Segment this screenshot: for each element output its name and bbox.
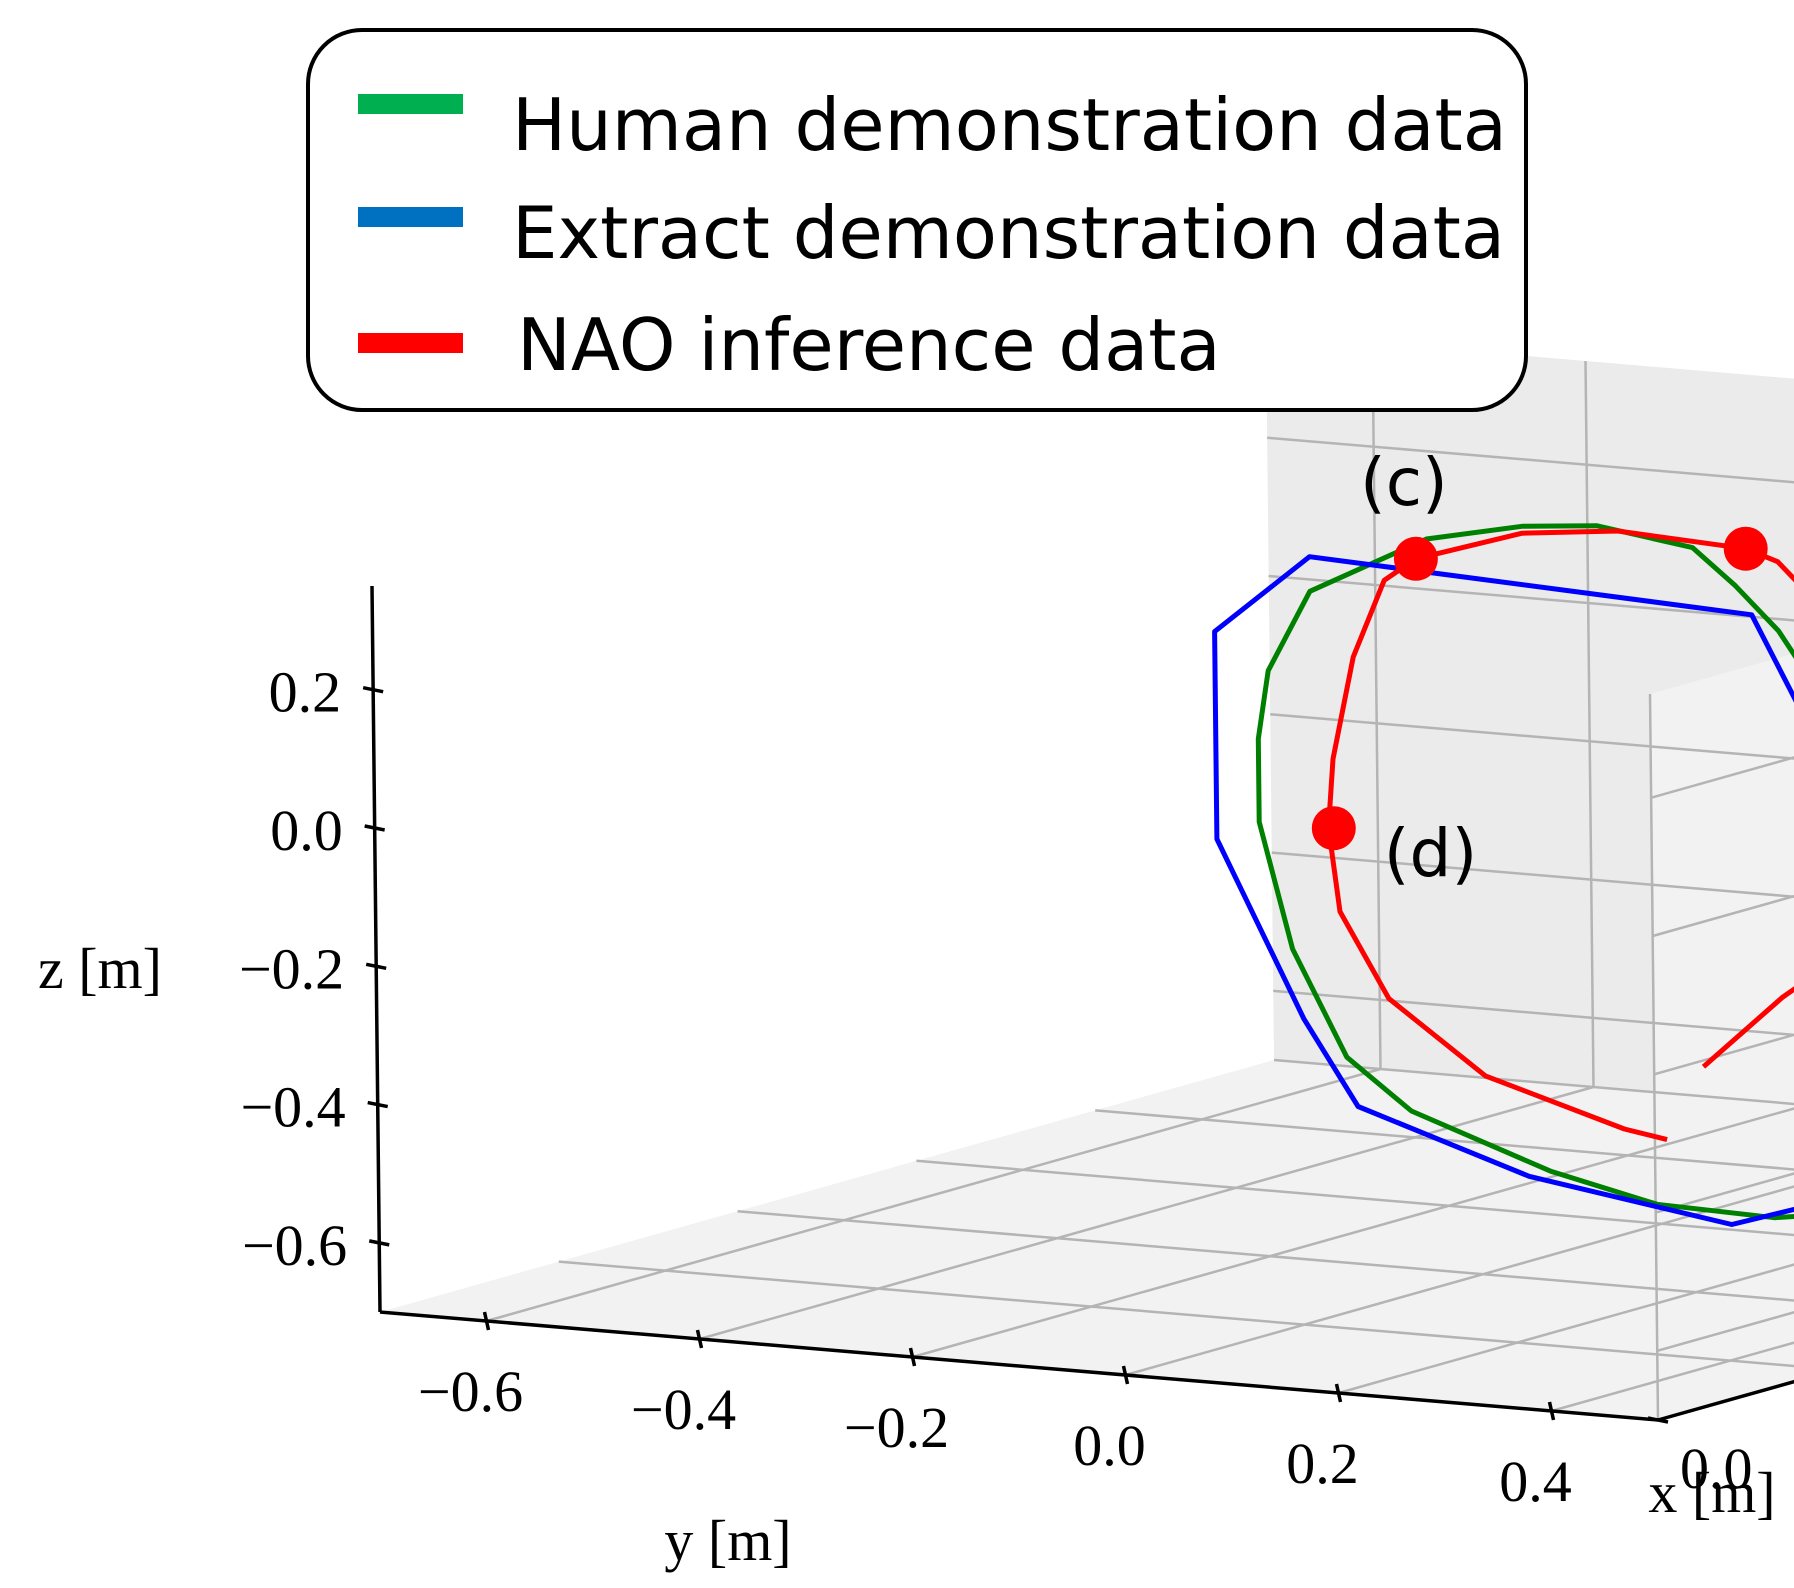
z-axis-line: [370, 585, 382, 1313]
y-tick: [695, 1329, 704, 1349]
z-tick: [364, 824, 386, 832]
marker-label-d: (d): [1384, 815, 1477, 892]
legend-frame: [306, 28, 1528, 412]
grid-line-floor-y: [1338, 1263, 1794, 1395]
marker-point-b: [1723, 526, 1768, 571]
y-tick: [908, 1347, 917, 1367]
z-tick-label: 0.2: [269, 660, 342, 725]
z-tick: [365, 962, 387, 971]
legend-label-human: Human demonstration data: [512, 83, 1507, 167]
y-axis-title: y [m]: [664, 1508, 791, 1573]
grid-line-side-x: [1648, 693, 1660, 1421]
grid-line-floor-y: [699, 1085, 1594, 1341]
z-axis-title: z [m]: [38, 936, 162, 1001]
z-tick-label: −0.2: [239, 936, 344, 1001]
marker-point-c: [1393, 536, 1438, 581]
grid-line-back-z: [1270, 713, 1794, 760]
marker-label-b: (b): [1792, 448, 1794, 525]
grid-line-back-z: [1268, 574, 1794, 622]
marker-label-c: (c): [1360, 444, 1448, 521]
grid-line-back-z: [1273, 989, 1794, 1037]
y-tick-label: 0.4: [1499, 1449, 1572, 1514]
tick-labels: −0.6 −0.4 −0.2 0.0 0.2 −0.6 −0.4 −0.2 0.0 0.2 0.4 0…: [239, 660, 1753, 1514]
axis-lines: [370, 585, 1794, 1422]
series-line-0: [1255, 523, 1794, 1221]
x-tick: [1647, 1416, 1669, 1424]
grid-line-back-z: [1271, 851, 1794, 898]
legend-swatch-extract: [358, 207, 463, 227]
marker-layer: (a)(b)(c)(d): [1311, 444, 1794, 892]
y-tick-label: −0.2: [844, 1395, 949, 1460]
series-layer: [1212, 523, 1794, 1227]
y-axis-line: [379, 1310, 1659, 1422]
grid-line-floor-y: [486, 1067, 1381, 1323]
y-tick: [1547, 1401, 1556, 1421]
series-line-1: [1212, 554, 1794, 1227]
grid-line-floor-x: [558, 1260, 1794, 1368]
legend-label-extract: Extract demonstration data: [512, 191, 1505, 275]
y-tick: [1121, 1365, 1130, 1385]
y-tick: [1334, 1383, 1343, 1403]
grid-line-floor-y: [1125, 1185, 1794, 1377]
z-tick-label: 0.0: [270, 798, 343, 863]
grid-line-floor-x: [916, 1159, 1794, 1237]
y-tick-label: 0.0: [1073, 1413, 1146, 1478]
axis-panes: [380, 334, 1794, 1420]
tick-marks: [362, 685, 1669, 1424]
grid-line-floor-y: [912, 1107, 1794, 1359]
z-tick: [362, 685, 384, 694]
z-tick-label: −0.6: [242, 1213, 347, 1278]
grid-line-floor-y: [1551, 1341, 1794, 1413]
legend-label-nao: NAO inference data: [517, 303, 1221, 387]
legend-swatch-human: [358, 94, 463, 114]
y-tick: [482, 1311, 491, 1331]
x-tick-label: 0.0: [1680, 1436, 1753, 1501]
legend: Human demonstration data Extract demonst…: [306, 28, 1528, 412]
legend-swatch-nao: [358, 333, 463, 353]
z-tick-label: −0.4: [240, 1075, 345, 1140]
x-axis-title: x [m]: [1648, 1460, 1775, 1525]
y-tick-label: −0.6: [418, 1359, 523, 1424]
z-tick: [368, 1239, 390, 1247]
series-line-2: [1326, 528, 1794, 1143]
grid-line-back-y: [1371, 342, 1382, 1070]
marker-point-d: [1311, 806, 1356, 851]
y-tick-label: −0.4: [631, 1377, 736, 1442]
z-tick: [367, 1100, 389, 1109]
grid-line-floor-x: [737, 1209, 1794, 1302]
grid-line-back-z: [1267, 436, 1794, 484]
grid-line-floor-x: [1095, 1109, 1794, 1171]
grid-line-back-y: [1584, 360, 1595, 1088]
y-tick-label: 0.2: [1286, 1431, 1359, 1496]
